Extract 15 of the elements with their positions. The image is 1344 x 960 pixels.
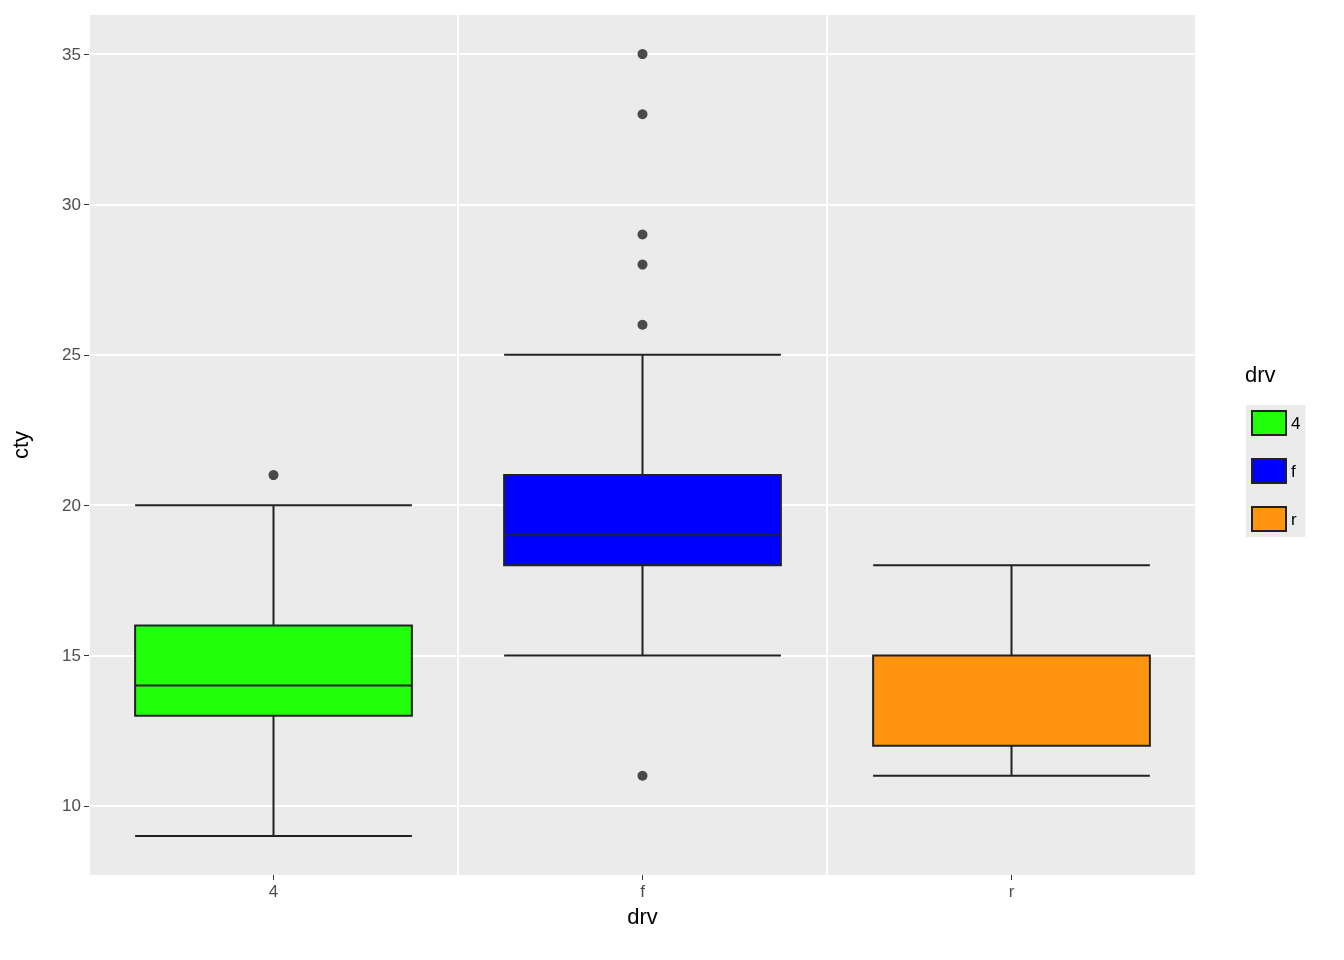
- x-tick-label: f: [640, 882, 646, 901]
- y-axis-title: cty: [7, 430, 33, 460]
- x-tick-label: r: [1008, 882, 1015, 901]
- y-tick-label: 35: [62, 44, 81, 64]
- y-tick-label: 25: [62, 345, 81, 365]
- y-tick-label: 20: [62, 495, 81, 515]
- y-tick-label: 10: [62, 796, 81, 816]
- y-tick-label: 30: [62, 194, 81, 214]
- y-tick-label: 15: [62, 645, 81, 665]
- legend-label: f: [1291, 461, 1296, 481]
- x-tick-label: 4: [268, 882, 279, 901]
- legend-title: drv: [1245, 361, 1276, 387]
- x-axis-title: drv: [627, 903, 658, 929]
- legend-label: r: [1291, 509, 1297, 529]
- legend-label: 4: [1291, 413, 1301, 433]
